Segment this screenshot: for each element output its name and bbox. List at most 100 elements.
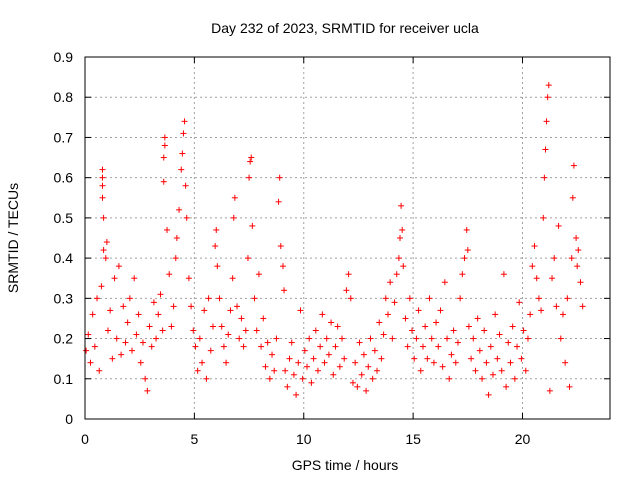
data-point [557, 335, 564, 342]
data-point [574, 263, 581, 270]
data-point [349, 379, 356, 386]
data-point [489, 371, 496, 378]
data-point [161, 134, 168, 141]
data-point [332, 343, 339, 350]
data-point [133, 331, 140, 338]
x-tick-label: 15 [405, 431, 421, 447]
data-point [199, 359, 206, 366]
y-tick-label: 0.4 [54, 250, 74, 266]
data-point [343, 287, 350, 294]
data-point [115, 263, 122, 270]
data-point [573, 235, 580, 241]
y-tick-label: 0.2 [54, 331, 74, 347]
data-point [146, 323, 153, 330]
data-point [529, 263, 536, 270]
data-point [415, 307, 422, 314]
data-point [159, 327, 166, 334]
x-axis-label: GPS time / hours [292, 457, 399, 473]
data-point [481, 327, 488, 334]
data-point [485, 391, 492, 398]
data-point [459, 271, 466, 278]
data-point [391, 299, 398, 306]
data-point [397, 235, 403, 241]
data-point [341, 355, 348, 362]
data-point [271, 367, 278, 374]
data-point [185, 275, 192, 282]
data-point [85, 331, 92, 338]
data-point [83, 347, 90, 354]
data-point [168, 323, 175, 330]
data-point [450, 327, 457, 334]
data-point [507, 359, 514, 366]
data-point [190, 327, 197, 334]
data-point [194, 367, 201, 374]
data-point [139, 339, 146, 346]
data-point [360, 351, 367, 358]
data-point [264, 339, 271, 346]
data-point [543, 118, 550, 125]
data-point [225, 331, 232, 338]
data-point [218, 323, 225, 330]
data-point [500, 271, 507, 278]
data-point [328, 319, 335, 326]
data-point [566, 383, 573, 390]
data-point [435, 343, 442, 350]
data-point [461, 255, 468, 262]
data-point [124, 319, 131, 326]
data-point [180, 130, 187, 137]
data-point [213, 226, 220, 233]
data-point [457, 295, 464, 302]
data-point [223, 359, 230, 366]
data-point [99, 182, 106, 189]
data-point [345, 271, 352, 278]
data-point [559, 311, 566, 318]
data-point [231, 194, 238, 201]
data-point [476, 347, 483, 354]
x-tick-label: 20 [515, 431, 531, 447]
data-point [113, 335, 120, 342]
data-point [376, 319, 383, 326]
data-point [409, 327, 416, 334]
data-point [304, 363, 311, 370]
data-point [277, 243, 284, 250]
data-point [109, 355, 116, 362]
data-point [323, 335, 330, 342]
data-point [118, 351, 125, 358]
data-point [404, 343, 411, 350]
chart-title: Day 232 of 2023, SRMTID for receiver ucl… [211, 20, 479, 36]
data-point [266, 375, 273, 382]
data-point [203, 375, 210, 382]
data-point [339, 335, 346, 342]
data-point [496, 331, 503, 338]
data-point [102, 255, 109, 262]
data-point [393, 271, 400, 278]
data-point [181, 118, 188, 125]
data-point [160, 154, 167, 161]
data-point [182, 182, 189, 189]
data-point [122, 339, 129, 346]
data-point [441, 279, 448, 286]
data-point [230, 214, 237, 221]
data-point [336, 363, 343, 370]
data-point [284, 383, 291, 390]
data-point [111, 275, 118, 282]
y-tick-label: 0.7 [54, 129, 74, 145]
data-point [170, 303, 177, 310]
data-points [83, 82, 586, 398]
data-point [411, 355, 418, 362]
data-point [454, 339, 461, 346]
data-point [464, 247, 471, 254]
data-point [487, 343, 494, 350]
data-point [387, 279, 394, 286]
data-point [352, 359, 359, 366]
data-point [527, 311, 534, 318]
data-point [91, 343, 98, 350]
data-point [99, 174, 106, 181]
data-point [468, 355, 475, 362]
data-point [395, 255, 402, 262]
data-point [179, 150, 186, 157]
data-point [544, 94, 551, 101]
data-point [570, 162, 577, 169]
data-point [137, 359, 144, 366]
data-point [253, 327, 260, 334]
